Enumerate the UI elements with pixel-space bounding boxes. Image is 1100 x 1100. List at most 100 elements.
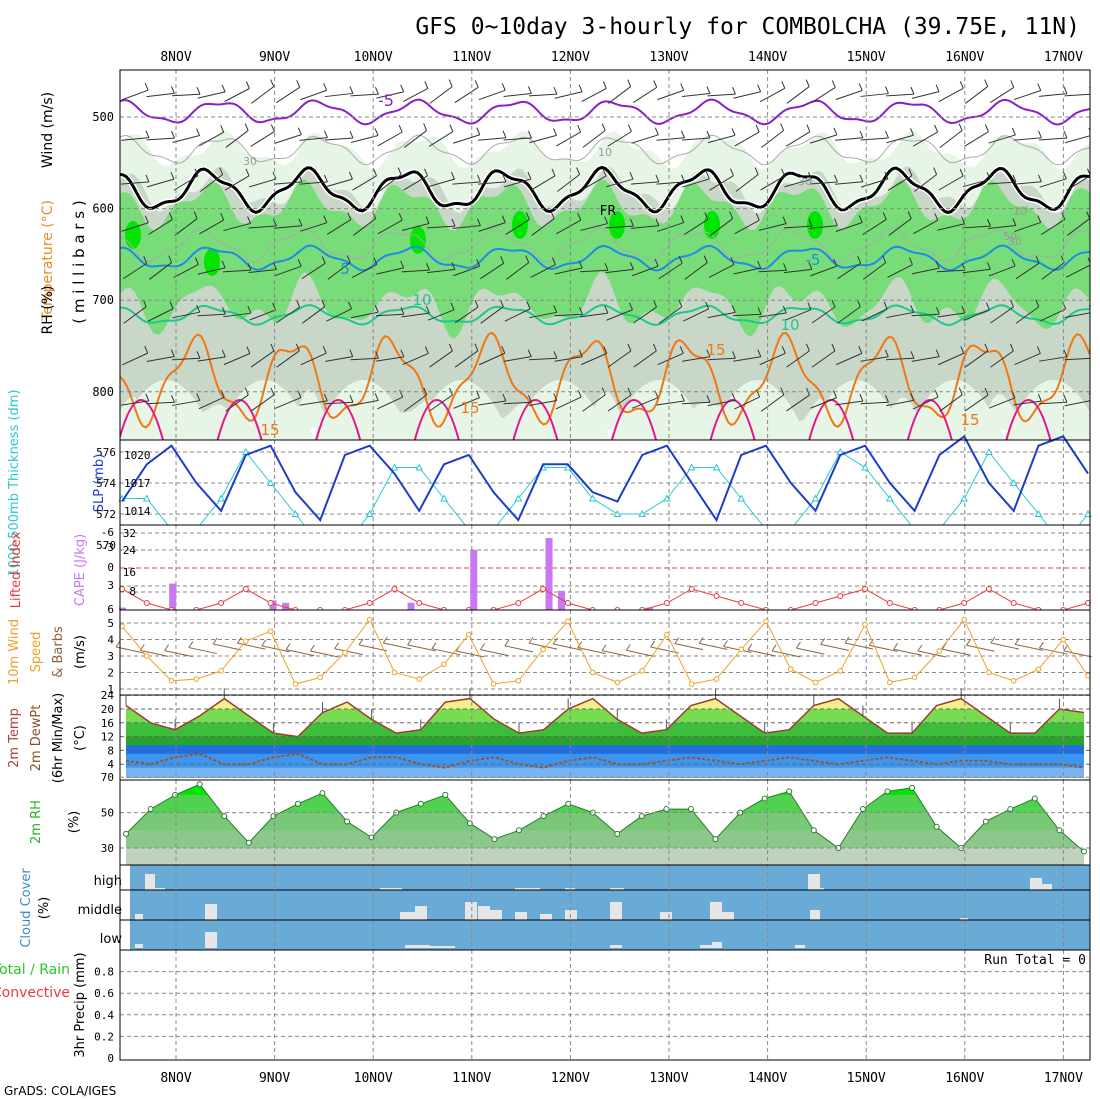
slp-tick: 1014 <box>124 505 151 518</box>
wind-barb <box>734 131 760 147</box>
wind-barb-flag <box>323 215 328 223</box>
wind-barb <box>964 131 989 147</box>
wind-barb-flag <box>553 305 558 313</box>
wind-barb <box>633 350 657 368</box>
wind-barb-flag <box>757 349 762 357</box>
wind-barb <box>121 137 149 141</box>
wind-barb-flag <box>805 79 810 87</box>
wind-barb <box>377 219 403 235</box>
wind-barb-flag <box>476 218 481 226</box>
rh-marker <box>417 800 424 807</box>
wind-barb <box>249 309 276 321</box>
wind-barb <box>1064 135 1090 144</box>
mb-tick: 700 <box>92 293 114 307</box>
wind-barb-flag <box>731 305 736 313</box>
wind-barb <box>223 312 251 318</box>
date-label-top: 10NOV <box>354 50 393 65</box>
mb-tick: 600 <box>92 202 114 216</box>
surface-barb <box>261 645 290 653</box>
wind-marker <box>540 646 546 653</box>
wind-barb <box>325 356 353 362</box>
wind-barb <box>937 312 965 318</box>
wind-marker <box>589 669 596 676</box>
wind-barb <box>452 225 481 229</box>
surface-barb-flag <box>650 640 656 648</box>
cloud-bar <box>610 902 622 920</box>
wind-barb <box>682 93 710 97</box>
cape-bar <box>119 607 126 610</box>
cloud-bar <box>1030 878 1042 890</box>
cloud-bar <box>465 902 477 920</box>
cloud-bar <box>1042 884 1052 890</box>
wind-barb-flag <box>1037 83 1042 91</box>
cloud-bar <box>565 910 577 920</box>
wind-barb <box>171 93 201 97</box>
thickness-marker <box>390 463 399 471</box>
wind-barb <box>428 131 454 147</box>
wind-barb-flag <box>808 218 813 227</box>
wind-barb <box>1066 175 1090 191</box>
wind-barb-flag <box>655 218 660 226</box>
rh-marker <box>294 800 301 807</box>
wind-barb-flag <box>576 167 581 175</box>
wind-barb-flag <box>934 124 939 133</box>
surface-barb-flag <box>990 636 996 644</box>
wind-barb <box>121 222 149 232</box>
contour-label: 5 <box>340 260 350 278</box>
wind-barb-flag <box>577 124 582 133</box>
wind-barb-flag <box>221 84 226 93</box>
wind-barb <box>403 394 428 412</box>
wind-barb-flag <box>601 387 606 395</box>
wind-tick: 5 <box>107 617 114 630</box>
wind-barb <box>810 265 837 277</box>
surface-barb <box>747 649 776 657</box>
wind-barb <box>429 86 453 104</box>
wind-barb <box>503 356 532 362</box>
surface-barb <box>699 642 728 650</box>
wind-barb <box>503 137 532 141</box>
wind-barb <box>605 225 634 229</box>
cape-bar <box>407 602 415 610</box>
cloud-bar <box>135 914 143 920</box>
wind-marker <box>168 677 175 684</box>
wind-barb-flag <box>500 256 505 264</box>
wind-barb <box>990 350 1014 368</box>
wind-barb-flag <box>502 130 507 138</box>
li-marker <box>416 600 423 606</box>
cloud-bar <box>960 918 968 920</box>
wind-barb-flag <box>579 307 583 315</box>
wind-barb-flag <box>833 218 838 226</box>
wind-barb-flag <box>528 395 532 403</box>
wind-barb-flag <box>553 351 558 359</box>
surface-barb-flag <box>674 637 680 644</box>
wind-barb-flag <box>578 260 583 269</box>
contour-label: 30 <box>1008 235 1022 248</box>
rh-band <box>126 848 1084 865</box>
temp-band <box>126 767 1084 778</box>
wind-barb <box>171 357 201 361</box>
wind-barb-flag <box>831 299 836 308</box>
wind-barb-flag <box>450 302 455 311</box>
surface-barb-flag <box>723 640 728 647</box>
isotherm-20 <box>906 399 953 440</box>
date-label-top: 14NOV <box>748 50 787 65</box>
wind-barb-flag <box>1012 174 1017 183</box>
surface-barb-flag <box>164 644 170 651</box>
wind-barb-flag <box>270 79 275 87</box>
rh-bright-blob <box>807 211 823 239</box>
wind-barb-flag <box>196 393 201 401</box>
rh-tick: 50 <box>101 807 114 820</box>
cloud-bar <box>515 888 540 890</box>
wind-barb-flag <box>525 212 530 220</box>
wind-barb-flag <box>221 260 226 269</box>
wind-barb-flag <box>986 262 991 270</box>
date-label-top: 17NOV <box>1044 50 1083 65</box>
cloud-bar <box>405 945 430 948</box>
contour-label: 30 <box>798 175 812 188</box>
wind-barb-flag <box>244 387 249 395</box>
rh-marker <box>270 813 277 820</box>
wind-barb <box>557 174 580 192</box>
wind-barb <box>835 89 863 101</box>
wind-barb-flag <box>321 299 326 307</box>
wind-barb-flag <box>374 305 379 313</box>
